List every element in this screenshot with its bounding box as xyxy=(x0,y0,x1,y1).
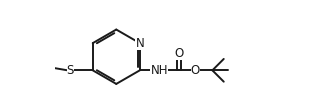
Text: NH: NH xyxy=(150,64,168,77)
Text: O: O xyxy=(191,64,200,77)
Text: S: S xyxy=(67,64,74,77)
Text: O: O xyxy=(175,47,184,60)
Text: N: N xyxy=(135,37,144,50)
